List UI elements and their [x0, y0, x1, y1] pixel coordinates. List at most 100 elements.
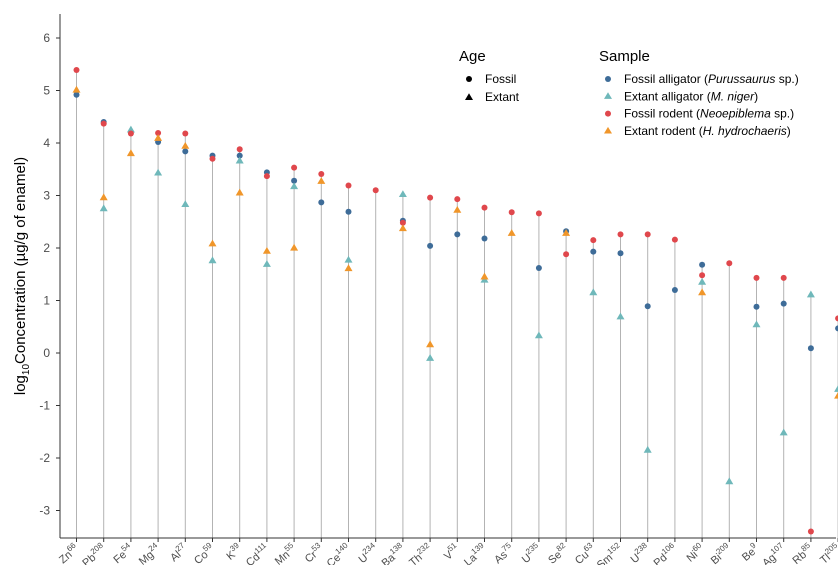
- legend-sample: Sample Fossil alligator (Purussaurus sp.…: [599, 48, 799, 138]
- data-point: [563, 251, 570, 258]
- svg-text:Co59: Co59: [190, 540, 218, 565]
- svg-text:U238: U238: [627, 540, 653, 565]
- y-label-log: log: [12, 375, 29, 395]
- data-point: [481, 235, 488, 242]
- data-point: [807, 528, 814, 535]
- svg-text:Tl205: Tl205: [816, 540, 838, 565]
- legend-sample-label: Fossil rodent (Neoepiblema sp.): [624, 107, 794, 121]
- legend-sample-marker: [604, 92, 612, 99]
- svg-text:Ce140: Ce140: [323, 540, 354, 565]
- x-tick-label: Se82: [544, 540, 571, 565]
- data-point: [99, 193, 108, 201]
- x-tick-element: Cu: [573, 549, 591, 565]
- data-point: [590, 248, 597, 255]
- stems: [76, 70, 838, 538]
- svg-text:Mn55: Mn55: [271, 540, 300, 565]
- x-tick-label: Cd111: [242, 540, 272, 565]
- data-point: [453, 206, 462, 213]
- data-point: [399, 219, 406, 226]
- y-tick-label: 1: [43, 294, 50, 308]
- legend-age-extant-marker: [465, 93, 473, 100]
- data-point: [616, 312, 625, 320]
- data-point: [534, 331, 543, 339]
- legend-sample-title: Sample: [599, 48, 650, 65]
- data-point: [726, 260, 733, 267]
- svg-text:Ba138: Ba138: [378, 540, 409, 565]
- svg-text:Se82: Se82: [544, 540, 571, 565]
- y-tick-label: -3: [39, 504, 50, 518]
- y-tick-label: 0: [43, 346, 50, 360]
- data-point: [507, 229, 516, 236]
- data-point: [291, 177, 298, 184]
- x-tick-label: Be9: [740, 540, 758, 563]
- data-point: [617, 250, 624, 257]
- x-tick-label: Al27: [168, 540, 187, 564]
- data-point: [263, 173, 270, 180]
- data-point: [426, 354, 435, 361]
- x-tick-label: Sm152: [593, 540, 626, 565]
- data-point: [99, 204, 108, 212]
- x-tick-label: U235: [520, 540, 541, 565]
- data-point: [481, 204, 488, 211]
- x-tick-label: As75: [492, 540, 513, 565]
- y-tick-label: 6: [43, 31, 50, 45]
- svg-text:Pb208: Pb208: [78, 540, 109, 565]
- data-point: [398, 224, 407, 232]
- legend-age-title: Age: [459, 48, 486, 65]
- data-point: [752, 320, 761, 328]
- x-tick-label: Th232: [407, 540, 431, 565]
- axes: [59, 14, 836, 539]
- data-point: [427, 194, 434, 201]
- x-tick-label: V51: [442, 540, 459, 562]
- data-point: [426, 340, 435, 348]
- x-tick-label: La139: [460, 540, 490, 565]
- y-ticks: -3 -2 -1 0 1 2 3 4 5 6: [39, 31, 60, 518]
- x-tick-label: Co59: [190, 540, 218, 565]
- x-tick-label: Mn55: [271, 540, 300, 565]
- data-point: [589, 288, 598, 296]
- x-tick-label: Pd106: [650, 540, 681, 565]
- data-point: [235, 188, 244, 196]
- x-ticks: Zn66Pb208Fe54Mg24Al27Co59K39Cd111Mn55Cr5…: [57, 538, 838, 565]
- legend-age-fossil-marker: [466, 76, 472, 82]
- svg-text:La139: La139: [460, 540, 490, 565]
- y-label-rest: Concentration (µg/g of enamel): [12, 157, 29, 364]
- data-point: [208, 256, 217, 264]
- data-point: [126, 149, 135, 157]
- x-tick-element: Fe: [111, 549, 129, 565]
- x-tick-element: Rb: [791, 549, 809, 565]
- svg-text:Sm152: Sm152: [593, 540, 626, 565]
- y-axis-label: log10Concentration (µg/g of enamel): [12, 157, 32, 395]
- x-tick-label: K39: [224, 540, 241, 562]
- data-point: [398, 190, 407, 198]
- data-point: [835, 325, 838, 332]
- y-tick-label: 3: [43, 189, 50, 203]
- data-point: [372, 187, 379, 194]
- data-point: [643, 445, 652, 453]
- svg-text:Ag107: Ag107: [758, 540, 789, 565]
- svg-text:Cd111: Cd111: [242, 540, 272, 565]
- x-tick-element: Zn: [57, 549, 75, 565]
- data-point: [154, 168, 163, 176]
- data-point: [454, 231, 461, 238]
- svg-text:Mg24: Mg24: [135, 540, 164, 565]
- x-tick-label: Ce140: [323, 540, 354, 565]
- svg-text:Pd106: Pd106: [650, 540, 681, 565]
- svg-text:Cr53: Cr53: [301, 540, 327, 565]
- data-point: [127, 130, 134, 137]
- x-tick-label: Ag107: [758, 540, 789, 565]
- y-tick-label: -1: [39, 399, 50, 413]
- svg-text:U234: U234: [355, 540, 381, 565]
- data-point: [562, 229, 571, 236]
- x-tick-label: Ni60: [685, 540, 704, 564]
- legend-sample-label: Extant rodent (H. hydrochaeris): [624, 124, 791, 138]
- data-points: [72, 67, 838, 535]
- data-point: [807, 345, 814, 352]
- svg-text:Fe54: Fe54: [110, 540, 137, 565]
- data-point: [72, 85, 81, 93]
- data-point: [154, 134, 163, 141]
- x-tick-label: Ba138: [378, 540, 409, 565]
- data-point: [208, 239, 217, 247]
- legend-sample-label: Extant alligator (M. niger): [624, 89, 758, 103]
